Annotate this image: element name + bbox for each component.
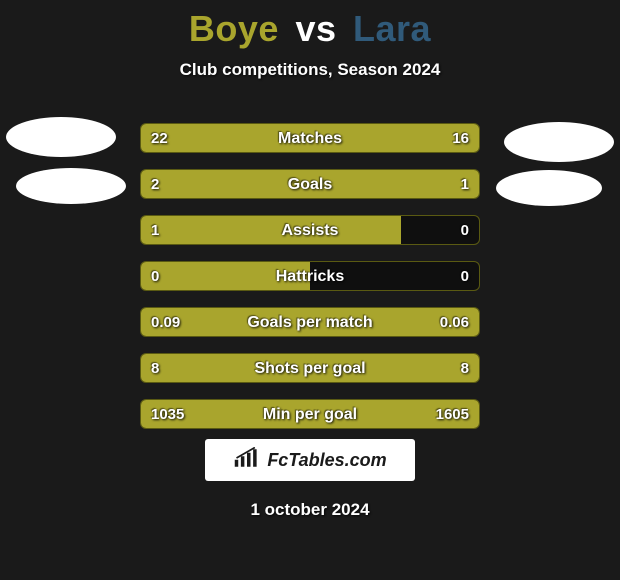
- stat-value-right: 0.06: [440, 308, 469, 336]
- stat-value-right: 16: [452, 124, 469, 152]
- chart-icon: [233, 447, 261, 474]
- stat-row: 1Assists0: [140, 215, 480, 245]
- title-player2: Lara: [353, 8, 431, 49]
- subtitle: Club competitions, Season 2024: [0, 60, 620, 80]
- stat-value-right: 0: [461, 262, 469, 290]
- stat-metric-label: Shots per goal: [141, 354, 479, 382]
- stat-row: 22Matches16: [140, 123, 480, 153]
- player2-avatar-placeholder: [504, 122, 614, 162]
- stat-value-right: 0: [461, 216, 469, 244]
- fctables-logo: FcTables.com: [205, 439, 415, 481]
- logo-text: FcTables.com: [267, 450, 386, 471]
- stat-metric-label: Min per goal: [141, 400, 479, 428]
- stat-row: 1035Min per goal1605: [140, 399, 480, 429]
- stat-metric-label: Matches: [141, 124, 479, 152]
- stat-value-right: 8: [461, 354, 469, 382]
- stat-value-right: 1605: [436, 400, 469, 428]
- stat-value-right: 1: [461, 170, 469, 198]
- player2-avatar-placeholder: [496, 170, 602, 206]
- date-label: 1 october 2024: [0, 500, 620, 520]
- stat-row: 0.09Goals per match0.06: [140, 307, 480, 337]
- player1-avatar-placeholder: [6, 117, 116, 157]
- player1-avatar-placeholder: [16, 168, 126, 204]
- page-title: Boye vs Lara: [0, 0, 620, 50]
- stat-row: 8Shots per goal8: [140, 353, 480, 383]
- stat-metric-label: Goals: [141, 170, 479, 198]
- stat-metric-label: Hattricks: [141, 262, 479, 290]
- stat-row: 2Goals1: [140, 169, 480, 199]
- title-vs: vs: [295, 8, 336, 49]
- comparison-rows: 22Matches162Goals11Assists00Hattricks00.…: [140, 123, 480, 445]
- title-player1: Boye: [189, 8, 279, 49]
- stat-metric-label: Assists: [141, 216, 479, 244]
- stat-row: 0Hattricks0: [140, 261, 480, 291]
- stat-metric-label: Goals per match: [141, 308, 479, 336]
